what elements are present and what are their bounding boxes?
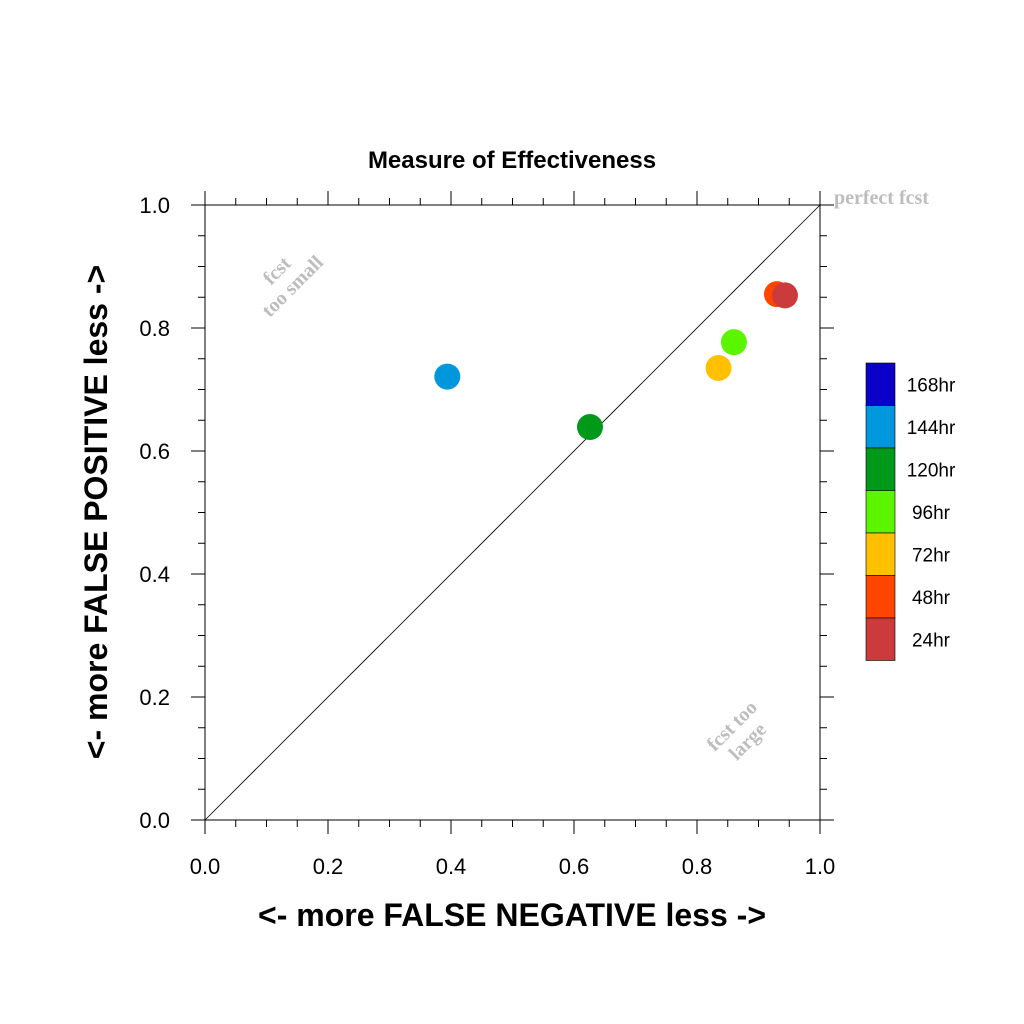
- legend-swatch-144hr: [865, 405, 896, 449]
- legend-swatch-96hr: [865, 490, 896, 534]
- y-tick-label: 0.8: [139, 316, 170, 341]
- legend-label-72hr: 72hr: [912, 545, 951, 566]
- axis-ticks: 0.0 0.2 0.4 0.6 0.8 1.0 0.0 0.2 0.4 0.6 0.8 1.0: [139, 191, 835, 879]
- x-tick-label: 0.2: [313, 854, 344, 879]
- legend-swatch-24hr: [865, 617, 896, 661]
- annotation-line: too small: [258, 251, 328, 321]
- x-tick-label: 0.6: [559, 854, 590, 879]
- legend-label-120hr: 120hr: [907, 460, 956, 481]
- x-tick-label: 0.0: [190, 854, 221, 879]
- legend-swatch-168hr: [865, 362, 896, 406]
- x-tick-label: 1.0: [805, 854, 836, 879]
- legend-label-24hr: 24hr: [912, 630, 951, 651]
- legend: 168hr 144hr 120hr 96hr 72hr 48hr 24hr: [865, 362, 956, 661]
- point-96hr: [720, 329, 747, 356]
- data-points: [434, 281, 798, 441]
- annotation-perfect-fcst: perfect fcst: [834, 187, 929, 209]
- y-axis-label: <- more FALSE POSITIVE less ->: [78, 265, 114, 759]
- diagonal-reference-line: [204, 204, 821, 821]
- x-axis-label: <- more FALSE NEGATIVE less ->: [258, 897, 766, 933]
- x-tick-label: 0.8: [682, 854, 713, 879]
- point-72hr: [705, 354, 732, 381]
- legend-label-96hr: 96hr: [912, 503, 951, 524]
- legend-label-144hr: 144hr: [907, 418, 956, 439]
- legend-swatch-72hr: [865, 532, 896, 576]
- y-tick-label: 0.0: [139, 808, 170, 833]
- x-tick-label: 0.4: [436, 854, 467, 879]
- legend-label-48hr: 48hr: [912, 588, 951, 609]
- y-tick-label: 0.6: [139, 439, 170, 464]
- chart-title: Measure of Effectiveness: [368, 147, 656, 174]
- legend-label-168hr: 168hr: [907, 375, 956, 396]
- point-144hr: [434, 363, 461, 390]
- y-tick-label: 0.4: [139, 562, 170, 587]
- y-tick-label: 0.2: [139, 685, 170, 710]
- legend-swatch-48hr: [865, 575, 896, 619]
- y-tick-label: 1.0: [139, 193, 170, 218]
- point-24hr: [771, 282, 798, 309]
- point-120hr: [576, 414, 603, 441]
- legend-swatch-120hr: [865, 447, 896, 491]
